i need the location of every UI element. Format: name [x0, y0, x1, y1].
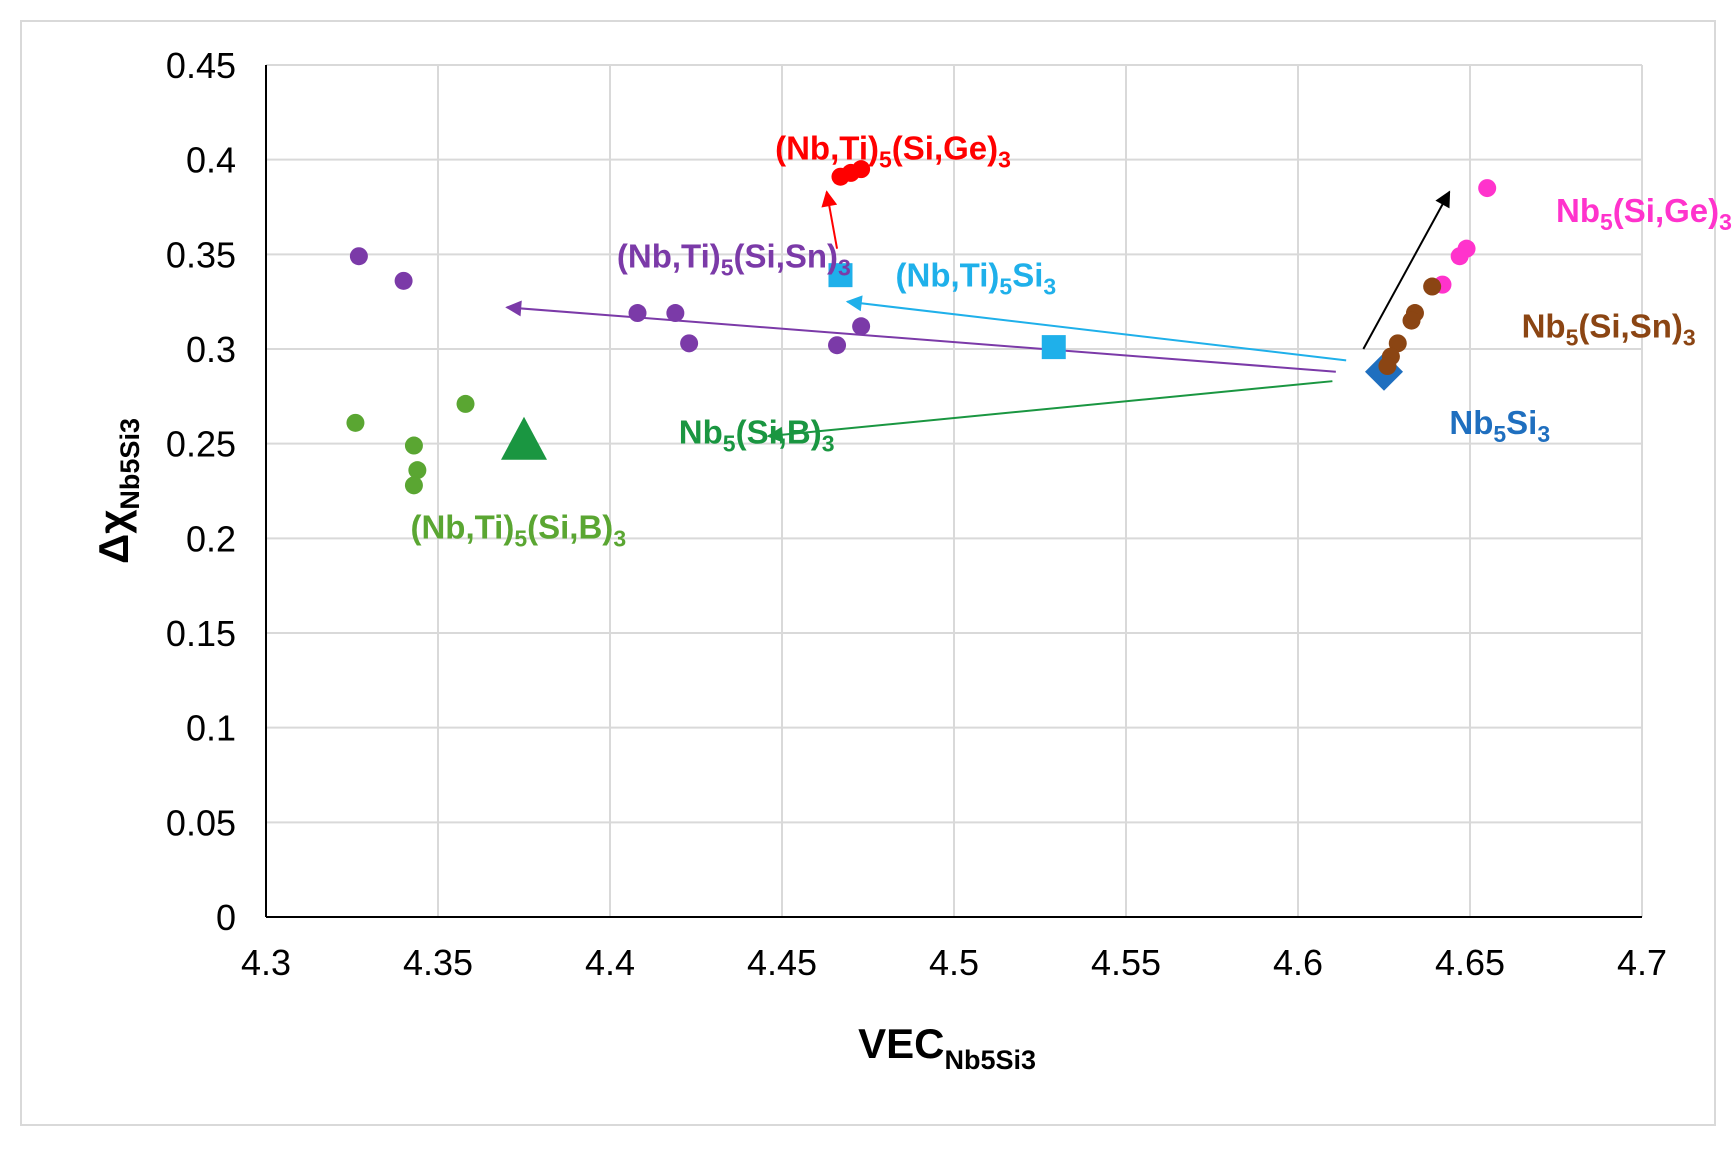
- arrow: [845, 295, 1347, 362]
- point-square: [828, 263, 853, 288]
- y-tick-label: 0: [216, 897, 236, 938]
- point-circle: [349, 247, 368, 266]
- point-circle: [852, 317, 871, 336]
- series-label: (Nb,Ti)5(Si,Sn)3: [617, 238, 851, 281]
- point-circle: [456, 394, 475, 413]
- y-tick-label: 0.35: [166, 234, 236, 275]
- arrow: [1362, 190, 1451, 350]
- y-tick-label: 0.25: [166, 424, 236, 465]
- x-tick-label: 4.45: [747, 942, 817, 983]
- data-points: [346, 160, 1497, 495]
- arrows: [505, 190, 1451, 443]
- y-tick-label: 0.2: [186, 518, 236, 559]
- grid: [266, 64, 1643, 917]
- axis-titles: VECNb5Si3 ΔχNb5Si3: [90, 418, 1036, 1075]
- arrow: [766, 380, 1333, 443]
- point-circle: [394, 271, 413, 290]
- point-circle: [1423, 277, 1442, 296]
- point-square: [1041, 335, 1066, 360]
- y-tick-label: 0.1: [186, 708, 236, 749]
- arrow: [821, 190, 839, 249]
- series-label: (Nb,Ti)5Si3: [896, 257, 1057, 300]
- point-circle: [628, 304, 647, 323]
- x-tick-label: 4.4: [585, 942, 635, 983]
- x-tick-label: 4.6: [1273, 942, 1323, 983]
- series-label: (Nb,Ti)5(Si,Ge)3: [775, 130, 1011, 173]
- x-tick-label: 4.55: [1091, 942, 1161, 983]
- y-tick-label: 0.4: [186, 140, 236, 181]
- arrow: [505, 300, 1336, 373]
- x-tick-label: 4.7: [1617, 942, 1667, 983]
- series-label: Nb5Si3: [1449, 404, 1550, 447]
- chart-frame: [20, 20, 1716, 1126]
- x-tick-label: 4.3: [241, 942, 291, 983]
- y-tick-label: 0.3: [186, 329, 236, 370]
- point-circle: [1378, 357, 1397, 376]
- point-circle: [680, 334, 699, 353]
- y-axis-title: ΔχNb5Si3: [90, 418, 145, 564]
- y-tick-label: 0.05: [166, 802, 236, 843]
- series-label: (Nb,Ti)5(Si,B)3: [410, 508, 626, 551]
- point-circle: [1388, 334, 1407, 353]
- point-circle: [828, 336, 847, 355]
- point-circle: [1402, 311, 1421, 330]
- point-circle: [852, 160, 871, 179]
- x-tick-label: 4.5: [929, 942, 979, 983]
- series-labels: (Nb,Ti)5(Si,Ge)3 (Nb,Ti)5(Si,Sn)3 (Nb,Ti)5…: [410, 130, 1731, 552]
- series-label: Nb5(Si,Ge)3: [1556, 192, 1732, 235]
- y-tick-label: 0.45: [166, 45, 236, 86]
- x-tick-label: 4.65: [1435, 942, 1505, 983]
- point-circle: [346, 413, 365, 432]
- series-label: Nb5(Si,B)3: [679, 414, 835, 457]
- x-axis-title: VECNb5Si3: [858, 1020, 1036, 1075]
- x-tick-label: 4.35: [403, 942, 473, 983]
- point-circle: [408, 461, 427, 480]
- point-circle: [404, 476, 423, 495]
- point-circle: [666, 304, 685, 323]
- y-tick-label: 0.15: [166, 613, 236, 654]
- point-circle: [1450, 247, 1469, 266]
- point-circle: [1478, 179, 1497, 198]
- series-label: Nb5(Si,Sn)3: [1522, 308, 1696, 351]
- point-triangle: [501, 416, 547, 460]
- axes: 4.3 4.35 4.4 4.45 4.5 4.55 4.6 4.65 4.7 0 0.05 0.1 0…: [166, 45, 1667, 983]
- point-circle: [404, 436, 423, 455]
